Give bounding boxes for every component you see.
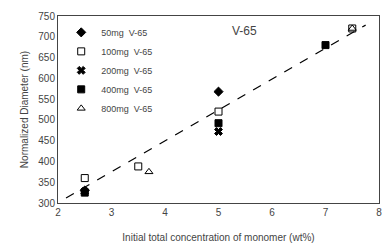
svg-text:800mg V-65: 800mg V-65 bbox=[101, 104, 152, 114]
svg-text:650: 650 bbox=[38, 52, 55, 63]
svg-text:200mg V-65: 200mg V-65 bbox=[101, 66, 152, 76]
svg-text:750: 750 bbox=[38, 11, 55, 22]
svg-text:5: 5 bbox=[216, 207, 222, 218]
svg-text:Initial total concentration of: Initial total concentration of monomer (… bbox=[122, 232, 314, 243]
svg-text:400: 400 bbox=[38, 156, 55, 167]
svg-text:50mg V-65: 50mg V-65 bbox=[101, 28, 147, 38]
svg-text:500: 500 bbox=[38, 114, 55, 125]
svg-text:450: 450 bbox=[38, 135, 55, 146]
svg-text:300: 300 bbox=[38, 198, 55, 209]
svg-text:3: 3 bbox=[109, 207, 115, 218]
svg-text:2: 2 bbox=[55, 207, 61, 218]
svg-text:6: 6 bbox=[269, 207, 275, 218]
svg-text:700: 700 bbox=[38, 31, 55, 42]
svg-text:600: 600 bbox=[38, 73, 55, 84]
svg-text:7: 7 bbox=[323, 207, 329, 218]
svg-text:8: 8 bbox=[376, 207, 382, 218]
svg-text:V-65: V-65 bbox=[232, 24, 257, 38]
svg-text:400mg V-65: 400mg V-65 bbox=[101, 85, 152, 95]
svg-text:Normalized Diameter (nm): Normalized Diameter (nm) bbox=[19, 51, 30, 168]
svg-text:4: 4 bbox=[162, 207, 168, 218]
svg-text:550: 550 bbox=[38, 94, 55, 105]
svg-text:350: 350 bbox=[38, 177, 55, 188]
svg-text:100mg V-65: 100mg V-65 bbox=[101, 47, 152, 57]
